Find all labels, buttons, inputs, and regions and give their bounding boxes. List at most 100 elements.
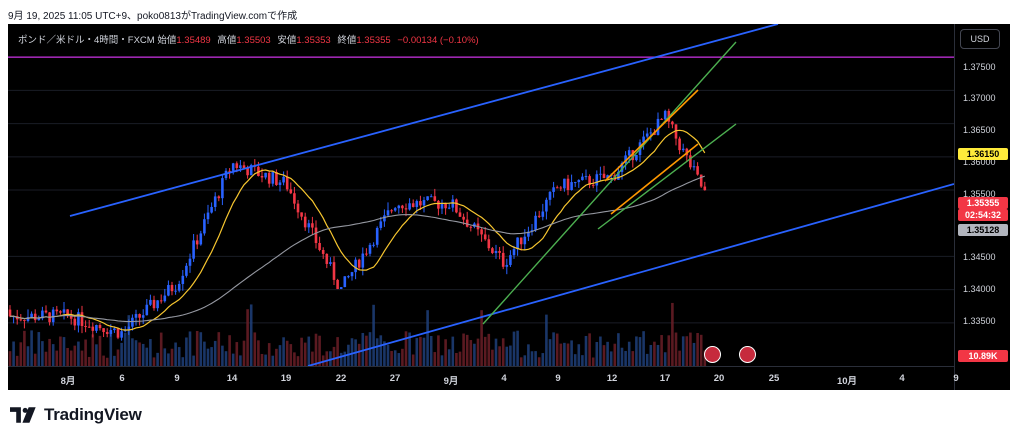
candle	[62, 309, 66, 313]
volume-bar	[210, 347, 213, 366]
candle	[491, 248, 494, 254]
volume-bar	[476, 338, 480, 366]
volume-bar	[23, 330, 26, 366]
volume-bar	[422, 337, 426, 366]
candle	[213, 196, 217, 207]
volume-bar	[609, 351, 613, 366]
candle	[624, 155, 627, 164]
candle	[429, 196, 433, 198]
candle	[44, 310, 48, 313]
candle	[138, 314, 141, 318]
candle	[627, 150, 631, 156]
candle	[696, 166, 699, 175]
candle	[321, 249, 325, 254]
volume-bar	[451, 336, 455, 366]
candle	[437, 200, 440, 209]
candle	[33, 313, 37, 321]
volume-bar	[318, 335, 321, 366]
candle	[285, 176, 289, 190]
volume-bar	[278, 345, 282, 366]
price-axis[interactable]: 1.37500 1.37000 1.36500 1.36000 1.35500 …	[954, 24, 1011, 390]
volume-bar	[519, 357, 523, 366]
volume-bar	[617, 333, 620, 366]
volume-bar	[480, 310, 483, 366]
volume-bar	[375, 338, 379, 366]
volume-bar	[239, 355, 242, 366]
candle	[329, 262, 332, 264]
candle	[642, 136, 645, 143]
candle	[537, 215, 541, 217]
candle	[498, 250, 501, 253]
volume-bar	[548, 339, 552, 366]
volume-bar	[577, 344, 581, 366]
tradingview-logo[interactable]: TradingView	[10, 405, 142, 425]
uk-flag-event-icon[interactable]	[739, 346, 756, 363]
volume-bar	[563, 342, 566, 366]
candle	[275, 172, 278, 185]
candle	[210, 206, 213, 213]
candle	[444, 203, 447, 209]
candle	[548, 191, 552, 200]
candle	[617, 171, 620, 180]
orange-channel-upper	[604, 89, 699, 182]
volume-bar	[141, 343, 145, 366]
volume-bar	[77, 341, 80, 366]
candle	[267, 172, 271, 184]
volume-bar	[41, 341, 44, 366]
candle	[246, 168, 249, 176]
candle	[631, 150, 635, 161]
candle	[692, 166, 696, 168]
brand-name: TradingView	[44, 405, 142, 424]
candle	[264, 172, 267, 178]
candle	[577, 180, 581, 183]
time-tick: 6	[119, 373, 125, 384]
chart-area[interactable]: ポンド／米ドル・4時間・FXCM 始値1.35489 高値1.35503 安値1…	[8, 24, 1010, 390]
volume-bar	[87, 356, 91, 366]
volume-bar	[483, 336, 487, 366]
candle	[368, 244, 372, 254]
candle	[105, 332, 109, 334]
volume-bar	[635, 336, 638, 366]
candle	[332, 262, 336, 280]
change-value: −0.00134 (−0.10%)	[397, 35, 479, 46]
volume-bar	[361, 332, 365, 366]
candle	[289, 189, 293, 194]
volume-bar	[469, 340, 473, 366]
volume-bar	[307, 336, 311, 366]
candle	[689, 155, 692, 168]
candle	[177, 283, 181, 291]
volume-bar	[649, 344, 653, 366]
price-plot[interactable]	[8, 24, 954, 366]
volume-bar	[62, 337, 66, 366]
candle	[480, 229, 483, 235]
volume-bar	[343, 351, 347, 366]
candle	[523, 236, 527, 245]
candle	[570, 182, 573, 190]
volume-bar	[242, 340, 246, 366]
candle	[415, 201, 419, 207]
candle	[408, 203, 411, 210]
volume-bar	[440, 355, 444, 366]
volume-bar	[26, 346, 30, 366]
candle	[174, 290, 177, 292]
volume-bar	[573, 354, 577, 366]
candle	[314, 227, 318, 243]
candle	[325, 253, 329, 264]
volume-bar	[181, 357, 185, 366]
volume-bar	[512, 331, 516, 366]
time-tick: 8月	[60, 376, 76, 387]
volume-bar	[588, 333, 591, 366]
volume-bar	[55, 350, 59, 366]
volume-bar	[113, 355, 116, 366]
uk-flag-event-icon[interactable]	[704, 346, 721, 363]
time-axis[interactable]: 8月 6 9 14 19 22 27 9月 4 9 12 17 20 25 10…	[8, 366, 959, 391]
volume-bar	[645, 353, 649, 366]
candle	[249, 165, 253, 176]
volume-bar	[131, 338, 134, 366]
volume-bar	[584, 335, 588, 366]
volume-bar	[296, 356, 300, 366]
moving-averages	[9, 129, 706, 331]
fast-moving-average	[9, 129, 706, 331]
candle	[386, 210, 390, 216]
currency-button[interactable]: USD	[960, 29, 1000, 49]
